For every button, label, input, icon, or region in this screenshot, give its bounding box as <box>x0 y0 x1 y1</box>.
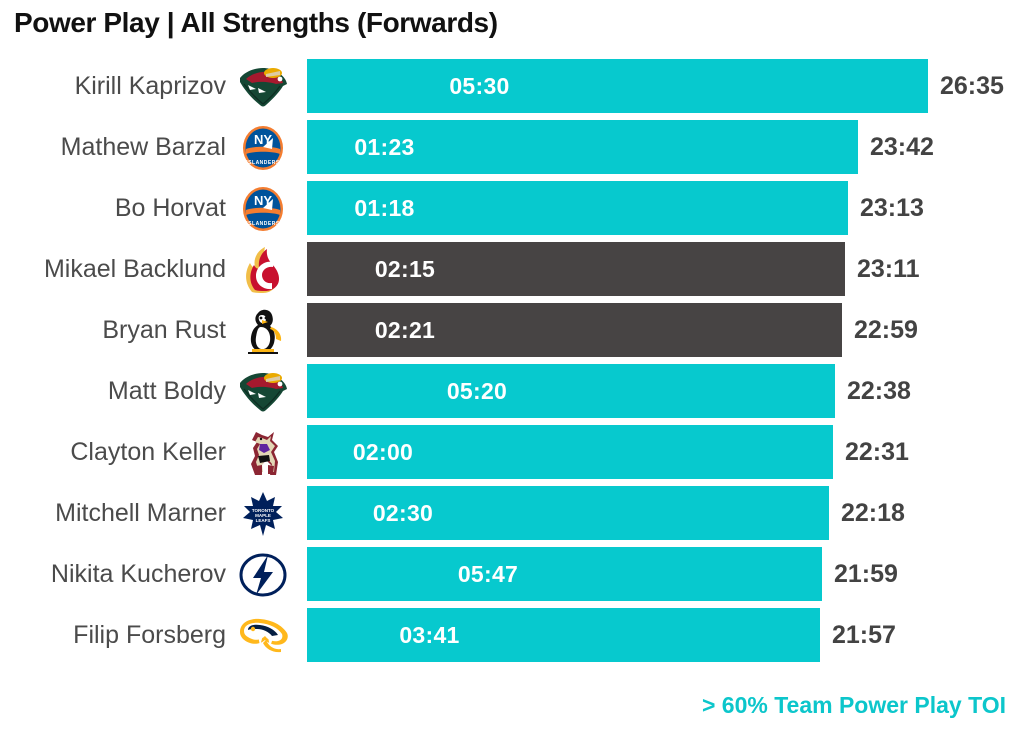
player-name: Bo Horvat <box>114 194 226 222</box>
pittsburgh-penguins-logo-icon <box>232 300 294 361</box>
power-play-time-label: 03:41 <box>399 621 460 648</box>
power-play-time-label: 05:30 <box>449 72 510 99</box>
power-play-time-label: 02:00 <box>352 438 414 465</box>
bar-track: 05:47 21:59 <box>307 547 1024 601</box>
bar-row: Filip Forsberg 03:41 21:57 <box>0 605 1024 666</box>
new-york-islanders-logo-icon: NY ISLANDERS <box>232 178 294 239</box>
power-play-time-label: 02:15 <box>374 255 436 282</box>
svg-text:TORONTO: TORONTO <box>252 508 275 513</box>
bar-track: 01:23 23:42 <box>307 120 1024 174</box>
bar-track: 05:20 22:38 <box>307 364 1024 418</box>
total-toi-bar <box>307 242 845 296</box>
player-name: Nikita Kucherov <box>50 560 226 588</box>
new-york-islanders-logo-icon: NY ISLANDERS <box>232 117 294 178</box>
player-name: Mathew Barzal <box>60 133 226 161</box>
bar-track: 03:41 21:57 <box>307 608 1024 662</box>
power-play-time-label: 05:20 <box>446 377 508 404</box>
total-toi-bar <box>307 425 833 479</box>
player-name: Clayton Keller <box>70 438 226 466</box>
power-play-time-label: 01:23 <box>354 133 415 160</box>
bar-row: Bryan Rust 02:21 22:59 <box>0 300 1024 361</box>
bar-track: 05:30 26:35 <box>307 59 1024 113</box>
player-name: Filip Forsberg <box>73 621 226 649</box>
bar-track: 02:21 22:59 <box>307 303 1024 357</box>
bar-row: Nikita Kucherov 05:47 21:59 <box>0 544 1024 605</box>
total-toi-bar <box>307 608 820 662</box>
power-play-time-label: 05:47 <box>457 560 519 587</box>
total-toi-bar <box>307 486 829 540</box>
player-name: Matt Boldy <box>107 377 226 405</box>
bar-chart-rows: Kirill Kaprizov 05:30 26:35 Mathew Barzal NY… <box>0 56 1024 666</box>
player-name: Mitchell Marner <box>55 499 226 527</box>
minnesota-wild-logo-icon <box>232 56 294 117</box>
total-toi-label: 23:11 <box>857 254 920 283</box>
bar-row: Bo Horvat NY ISLANDERS 01:18 23:13 <box>0 178 1024 239</box>
bar-row: Kirill Kaprizov 05:30 26:35 <box>0 56 1024 117</box>
total-toi-bar <box>307 181 848 235</box>
legend-note: > 60% Team Power Play TOI <box>701 692 1006 718</box>
bar-row: Mikael Backlund 02:15 23:11 <box>0 239 1024 300</box>
svg-text:ISLANDERS: ISLANDERS <box>246 160 280 166</box>
total-toi-bar <box>307 303 842 357</box>
minnesota-wild-logo-icon <box>232 361 294 422</box>
calgary-flames-logo-icon <box>232 239 294 300</box>
power-play-time-label: 02:30 <box>372 499 434 526</box>
nashville-predators-logo-icon <box>232 605 294 666</box>
bar-track: 01:18 23:13 <box>307 181 1024 235</box>
player-name: Kirill Kaprizov <box>74 72 226 100</box>
power-play-time-label: 02:21 <box>374 316 436 343</box>
total-toi-label: 22:38 <box>847 376 911 405</box>
total-toi-bar <box>307 120 858 174</box>
total-toi-bar <box>307 59 928 113</box>
total-toi-label: 22:18 <box>841 498 905 527</box>
svg-text:LEAFS: LEAFS <box>256 518 271 523</box>
total-toi-label: 21:57 <box>832 620 896 649</box>
svg-text:ISLANDERS: ISLANDERS <box>246 221 280 227</box>
bar-track: 02:15 23:11 <box>307 242 1024 296</box>
bar-track: 02:30 22:18 <box>307 486 1024 540</box>
toronto-maple-leafs-logo-icon: TORONTO MAPLE LEAFS <box>232 483 294 544</box>
tampa-bay-lightning-logo-icon <box>232 544 294 605</box>
bar-row: Mathew Barzal NY ISLANDERS 01:23 23:42 <box>0 117 1024 178</box>
bar-row: Clayton Keller 02:00 22:31 <box>0 422 1024 483</box>
bar-row: Mitchell Marner TORONTO MAPLE LEAFS 02:30 22:… <box>0 483 1024 544</box>
bar-track: 02:00 22:31 <box>307 425 1024 479</box>
total-toi-label: 22:31 <box>845 437 909 466</box>
total-toi-label: 22:59 <box>854 315 918 344</box>
player-name: Bryan Rust <box>102 316 226 344</box>
power-play-time-label: 01:18 <box>354 194 415 221</box>
total-toi-bar <box>307 364 835 418</box>
total-toi-label: 21:59 <box>834 559 898 588</box>
total-toi-label: 23:13 <box>860 193 924 222</box>
page-title: Power Play | All Strengths (Forwards) <box>14 7 498 38</box>
player-name: Mikael Backlund <box>43 255 226 283</box>
arizona-coyotes-logo-icon <box>232 422 294 483</box>
svg-text:MAPLE: MAPLE <box>255 513 271 518</box>
bar-row: Matt Boldy 05:20 22:38 <box>0 361 1024 422</box>
total-toi-label: 23:42 <box>870 132 934 161</box>
total-toi-bar <box>307 547 822 601</box>
total-toi-label: 26:35 <box>940 71 1004 100</box>
